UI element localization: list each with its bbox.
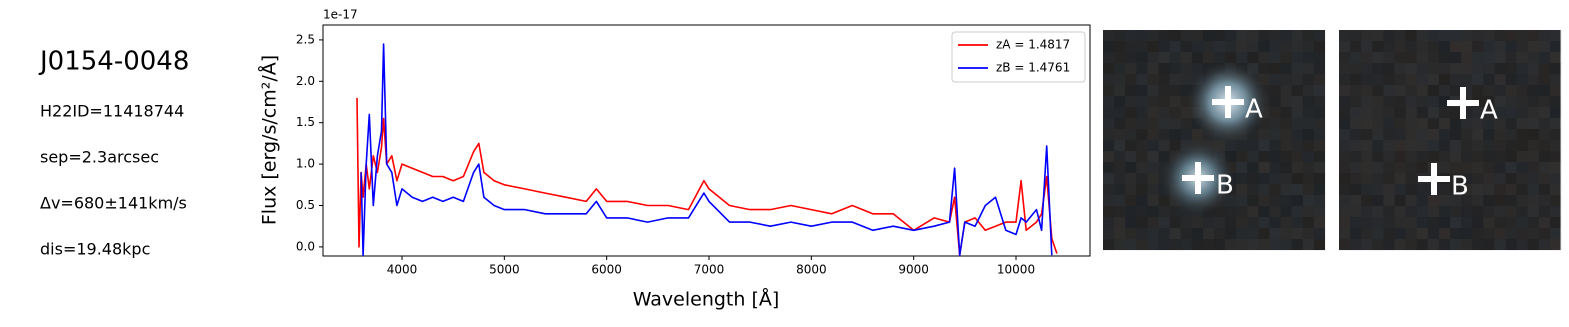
- plot-frame: [322, 24, 1091, 257]
- marker-label: B: [1451, 172, 1469, 202]
- info-line: Δv=680±141km/s: [40, 194, 187, 213]
- cutout: A B: [1103, 30, 1326, 251]
- y-tick-label: 1.0: [296, 157, 315, 171]
- y-axis-label: Flux [erg/s/cm²/Å]: [258, 55, 281, 225]
- marker-label: B: [1216, 171, 1234, 201]
- marker-label: A: [1480, 96, 1498, 126]
- pixel-texture: [1339, 30, 1562, 251]
- y-tick-label: 1.5: [296, 115, 315, 129]
- offset-label: 1e-17: [323, 8, 358, 22]
- x-tick-label: 10000: [997, 263, 1035, 277]
- y-tick-label: 2.0: [296, 74, 315, 88]
- info-line: dis=19.48kpc: [40, 240, 150, 259]
- spectrum-line: [360, 43, 1053, 256]
- y-tick-label: 0.0: [296, 239, 315, 253]
- info-line: sep=2.3arcsec: [40, 148, 159, 167]
- cutout: A B: [1339, 30, 1562, 251]
- x-tick-label: 7000: [694, 263, 725, 277]
- x-tick-label: 4000: [387, 263, 418, 277]
- object-title: J0154-0048: [38, 47, 189, 77]
- x-tick-label: 6000: [591, 263, 622, 277]
- x-axis-label: Wavelength [Å]: [633, 288, 780, 311]
- x-tick-label: 9000: [898, 263, 929, 277]
- legend-label: zA = 1.4817: [996, 38, 1070, 52]
- legend-label: zB = 1.4761: [996, 61, 1070, 75]
- y-tick-label: 0.5: [296, 198, 315, 212]
- info-line: H22ID=11418744: [40, 102, 184, 121]
- x-tick-label: 5000: [489, 263, 520, 277]
- y-tick-label: 2.5: [296, 32, 315, 46]
- x-tick-label: 8000: [796, 263, 827, 277]
- spectrum-line: [356, 97, 1058, 256]
- marker-label: A: [1245, 95, 1263, 125]
